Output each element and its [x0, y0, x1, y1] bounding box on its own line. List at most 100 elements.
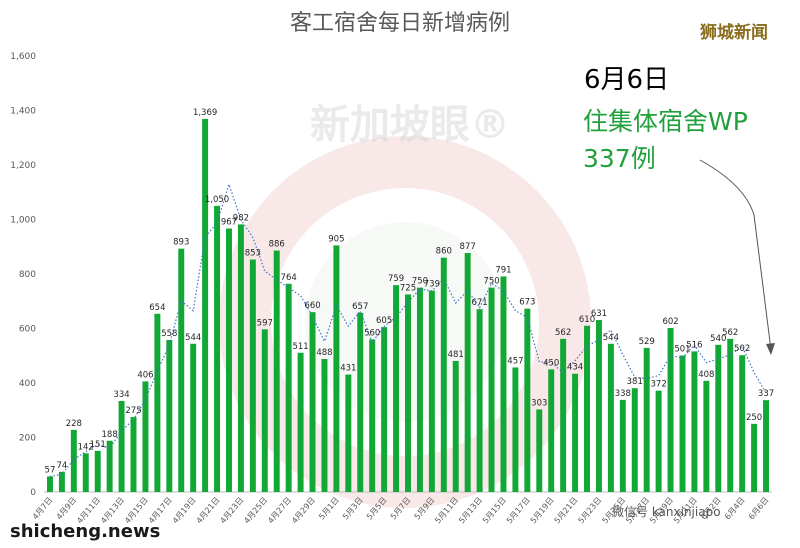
- data-label: 457: [507, 356, 523, 366]
- bar: [237, 224, 244, 492]
- x-tick-label: 6月6日: [747, 496, 771, 522]
- bar: [703, 380, 710, 492]
- x-tick-label: 5月1日: [317, 496, 341, 522]
- bar: [94, 450, 101, 492]
- data-label: 602: [662, 317, 678, 327]
- y-tick-label: 400: [19, 379, 36, 389]
- data-label: 610: [579, 315, 595, 325]
- data-label: 511: [292, 342, 308, 352]
- x-tick-label: 5月19日: [529, 496, 556, 526]
- data-label: 450: [543, 358, 559, 368]
- bar: [500, 276, 507, 492]
- data-label: 725: [400, 283, 416, 293]
- data-label: 893: [173, 238, 189, 248]
- bar: [82, 453, 89, 492]
- x-tick-label: 5月15日: [481, 496, 508, 526]
- watermark-ring: [219, 136, 591, 508]
- wechat-id: 微信号 kanxinjiapo: [612, 505, 721, 519]
- data-label: 982: [233, 213, 249, 223]
- data-label: 1,050: [205, 195, 229, 205]
- data-label: 860: [436, 247, 452, 257]
- bar: [249, 259, 256, 492]
- bar: [178, 248, 185, 492]
- bar: [536, 409, 543, 492]
- bar: [679, 355, 686, 492]
- annotation-date: 6月6日: [584, 65, 669, 95]
- data-label: 597: [257, 318, 273, 328]
- data-label: 905: [328, 234, 344, 244]
- bar: [572, 373, 579, 492]
- bar: [226, 228, 232, 492]
- data-label: 877: [460, 242, 476, 252]
- data-label: 631: [591, 309, 607, 319]
- bar: [548, 369, 555, 492]
- bars: [46, 118, 770, 492]
- data-label: 381: [627, 377, 643, 387]
- data-label: 562: [555, 328, 571, 338]
- bar: [607, 343, 614, 492]
- data-label: 853: [245, 249, 261, 259]
- bar: [70, 429, 77, 492]
- x-tick-label: 5月17日: [505, 496, 532, 526]
- x-tick-label: 5月23日: [576, 496, 603, 526]
- data-label: 673: [519, 298, 535, 308]
- data-label: 501: [674, 344, 690, 354]
- bar: [393, 285, 400, 492]
- data-label: 739: [424, 280, 440, 290]
- chart-title: 客工宿舍每日新增病例: [290, 11, 510, 36]
- bar: [584, 325, 590, 492]
- data-label: 408: [698, 370, 714, 380]
- y-tick-label: 0: [30, 488, 36, 498]
- y-axis: 0 200 400 600 800 1,000 1,200 1,400 1,600: [10, 52, 36, 498]
- data-label: 434: [567, 363, 583, 373]
- data-label: 886: [269, 240, 285, 250]
- data-label: 334: [113, 390, 129, 400]
- data-label: 337: [758, 389, 774, 399]
- data-label: 74: [56, 461, 67, 471]
- bar: [357, 312, 364, 492]
- bar: [381, 327, 388, 492]
- data-label: 540: [710, 334, 726, 344]
- y-tick-label: 600: [19, 325, 36, 335]
- bar: [560, 338, 567, 492]
- bar: [476, 309, 483, 492]
- bar: [58, 471, 65, 492]
- bar: [655, 390, 662, 492]
- bar: [345, 374, 352, 492]
- x-tick-label: 4月29日: [290, 496, 317, 526]
- data-label: 967: [221, 217, 237, 227]
- x-tick-label: 4月25日: [242, 496, 269, 526]
- data-label: 562: [722, 328, 738, 338]
- data-label: 406: [137, 370, 153, 380]
- data-label: 558: [161, 329, 177, 339]
- x-tick-label: 5月21日: [553, 496, 580, 526]
- bar: [405, 294, 411, 492]
- data-label: 151: [90, 440, 106, 450]
- bar: [763, 400, 770, 492]
- bar: [488, 287, 495, 492]
- y-tick-label: 800: [19, 270, 36, 280]
- y-tick-label: 1,200: [10, 161, 36, 171]
- data-label: 303: [531, 398, 547, 408]
- x-tick-label: 6月4日: [723, 496, 747, 522]
- bar: [595, 320, 602, 492]
- bar: [285, 283, 292, 492]
- brand-logo: 狮城新闻: [699, 22, 768, 43]
- bar: [631, 388, 638, 492]
- bar: [643, 347, 650, 492]
- bar: [619, 399, 626, 492]
- bar: [464, 253, 471, 492]
- data-label: 142: [78, 442, 94, 452]
- y-tick-label: 1,600: [10, 52, 36, 62]
- x-tick-label: 4月27日: [266, 496, 293, 526]
- bar: [202, 118, 209, 492]
- data-label: 372: [651, 380, 667, 390]
- data-label: 228: [66, 419, 82, 429]
- bar: [452, 360, 459, 492]
- x-tick-label: 4月9日: [55, 496, 79, 522]
- annotation-line1: 住集体宿舍WP: [583, 107, 748, 136]
- bar: [118, 400, 125, 492]
- data-label: 516: [686, 340, 702, 350]
